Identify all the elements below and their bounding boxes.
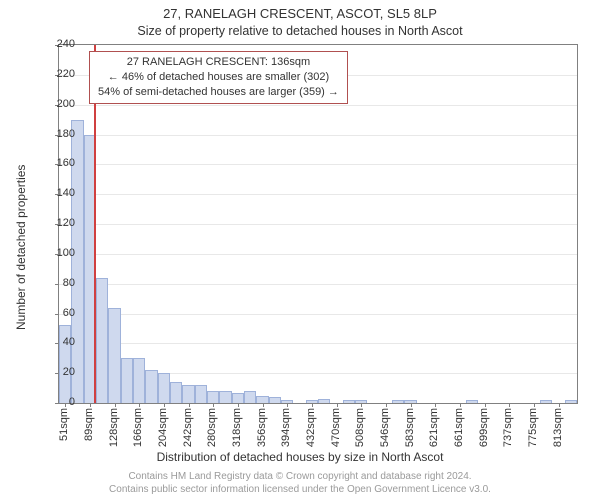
y-tick-label: 140 <box>45 187 75 199</box>
x-tick-label: 621sqm <box>428 408 440 447</box>
histogram-bar <box>207 391 219 403</box>
x-tick-label: 204sqm <box>157 408 169 447</box>
x-tickmark <box>337 403 338 407</box>
x-tickmark <box>90 403 91 407</box>
x-tick-label: 394sqm <box>280 408 292 447</box>
x-tick-label: 166sqm <box>132 408 144 447</box>
x-tick-label: 546sqm <box>379 408 391 447</box>
x-tickmark <box>287 403 288 407</box>
y-tick-label: 0 <box>45 396 75 408</box>
gridline <box>59 105 577 106</box>
x-tickmark <box>435 403 436 407</box>
gridline <box>59 224 577 225</box>
gridline <box>59 164 577 165</box>
y-tick-label: 200 <box>45 98 75 110</box>
y-axis-label: Number of detached properties <box>14 165 28 330</box>
histogram-bar <box>540 400 552 403</box>
x-tickmark <box>263 403 264 407</box>
x-tick-label: 280sqm <box>206 408 218 447</box>
x-tick-label: 737sqm <box>502 408 514 447</box>
x-tickmark <box>509 403 510 407</box>
annotation-box: 27 RANELAGH CRESCENT: 136sqm ← 46% of de… <box>89 51 348 104</box>
x-tickmark <box>460 403 461 407</box>
x-tick-label: 242sqm <box>182 408 194 447</box>
gridline <box>59 194 577 195</box>
x-tick-label: 775sqm <box>527 408 539 447</box>
x-tick-label: 470sqm <box>330 408 342 447</box>
footer-attribution: Contains HM Land Registry data © Crown c… <box>0 471 600 496</box>
x-tickmark <box>485 403 486 407</box>
annotation-line3: 54% of semi-detached houses are larger (… <box>98 85 339 100</box>
x-tick-label: 508sqm <box>354 408 366 447</box>
chart-title-address: 27, RANELAGH CRESCENT, ASCOT, SL5 8LP <box>0 6 600 21</box>
x-tick-label: 356sqm <box>256 408 268 447</box>
histogram-bar <box>392 400 404 403</box>
footer-line2: Contains public sector information licen… <box>0 484 600 497</box>
histogram-bar <box>219 391 231 403</box>
x-tick-label: 583sqm <box>404 408 416 447</box>
histogram-bar <box>121 358 133 403</box>
y-tick-label: 60 <box>45 307 75 319</box>
gridline <box>59 314 577 315</box>
y-tick-label: 220 <box>45 68 75 80</box>
annotation-line2: ← 46% of detached houses are smaller (30… <box>98 70 339 85</box>
chart-subtitle: Size of property relative to detached ho… <box>0 24 600 38</box>
x-tick-label: 51sqm <box>58 408 70 441</box>
x-tickmark <box>312 403 313 407</box>
histogram-bar <box>343 400 355 403</box>
x-axis-label: Distribution of detached houses by size … <box>0 450 600 464</box>
histogram-bar <box>145 370 157 403</box>
y-tick-label: 240 <box>45 38 75 50</box>
histogram-bar <box>466 400 478 403</box>
histogram-bar <box>232 393 244 403</box>
y-tick-label: 80 <box>45 277 75 289</box>
histogram-bar <box>170 382 182 403</box>
x-tickmark <box>559 403 560 407</box>
plot-area: 27 RANELAGH CRESCENT: 136sqm ← 46% of de… <box>58 44 578 404</box>
histogram-bar <box>269 397 281 403</box>
x-tickmark <box>411 403 412 407</box>
x-tickmark <box>534 403 535 407</box>
y-tick-label: 160 <box>45 157 75 169</box>
histogram-bar <box>195 385 207 403</box>
gridline <box>59 254 577 255</box>
y-tick-label: 20 <box>45 366 75 378</box>
footer-line1: Contains HM Land Registry data © Crown c… <box>0 471 600 484</box>
histogram-bar <box>108 308 120 403</box>
x-tick-label: 128sqm <box>108 408 120 447</box>
gridline <box>59 343 577 344</box>
x-tick-label: 89sqm <box>83 408 95 441</box>
histogram-bar <box>256 396 268 403</box>
x-tickmark <box>115 403 116 407</box>
histogram-bar <box>182 385 194 403</box>
x-tick-label: 432sqm <box>305 408 317 447</box>
x-tickmark <box>386 403 387 407</box>
gridline <box>59 135 577 136</box>
y-tick-label: 180 <box>45 128 75 140</box>
y-tick-label: 40 <box>45 336 75 348</box>
x-tickmark <box>361 403 362 407</box>
x-tick-label: 699sqm <box>478 408 490 447</box>
x-tickmark <box>139 403 140 407</box>
histogram-bar <box>158 373 170 403</box>
histogram-bar <box>318 399 330 403</box>
x-tickmark <box>213 403 214 407</box>
histogram-bar <box>133 358 145 403</box>
y-tick-label: 120 <box>45 217 75 229</box>
chart-container: 27, RANELAGH CRESCENT, ASCOT, SL5 8LP Si… <box>0 0 600 500</box>
x-tickmark <box>164 403 165 407</box>
histogram-bar <box>565 400 577 403</box>
x-tickmark <box>238 403 239 407</box>
histogram-bar <box>96 278 108 403</box>
gridline <box>59 284 577 285</box>
x-tick-label: 661sqm <box>453 408 465 447</box>
annotation-line1: 27 RANELAGH CRESCENT: 136sqm <box>98 55 339 70</box>
x-tick-label: 318sqm <box>231 408 243 447</box>
histogram-bar <box>244 391 256 403</box>
x-tick-label: 813sqm <box>552 408 564 447</box>
y-tick-label: 100 <box>45 247 75 259</box>
x-tickmark <box>189 403 190 407</box>
